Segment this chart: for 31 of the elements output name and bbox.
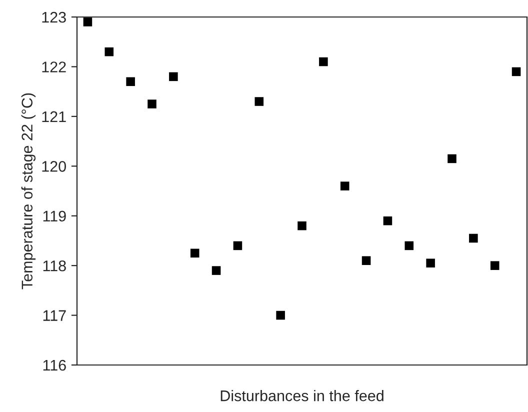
point: [148, 100, 156, 108]
point: [104, 47, 114, 56]
point: [126, 77, 135, 86]
point: [404, 241, 414, 250]
y-tick-label: 116: [43, 360, 66, 371]
y-tick-label: 121: [42, 111, 66, 122]
y-tick-label: 120: [42, 161, 66, 172]
point: [298, 221, 306, 230]
point: [490, 261, 500, 270]
point: [276, 310, 285, 320]
point: [212, 266, 221, 275]
y-tick-label: 122: [42, 62, 66, 72]
point: [426, 258, 435, 268]
point: [512, 67, 521, 76]
point: [254, 97, 264, 106]
point: [190, 248, 200, 258]
x-axis-title: Disturbances in the feed: [220, 390, 384, 402]
point: [383, 216, 392, 226]
y-tick-label: 119: [43, 210, 66, 222]
point: [469, 234, 478, 243]
point: [340, 182, 350, 190]
y-axis-title: Temperature of stage 22 (°C): [21, 93, 36, 290]
point: [362, 256, 371, 265]
point: [319, 57, 328, 66]
y-tick-label: 118: [43, 260, 66, 272]
point: [169, 72, 178, 82]
point: [233, 241, 242, 250]
y-tick-label: 117: [43, 310, 66, 321]
y-tick-label: 123: [42, 12, 66, 23]
point: [83, 18, 92, 26]
point: [448, 154, 456, 164]
